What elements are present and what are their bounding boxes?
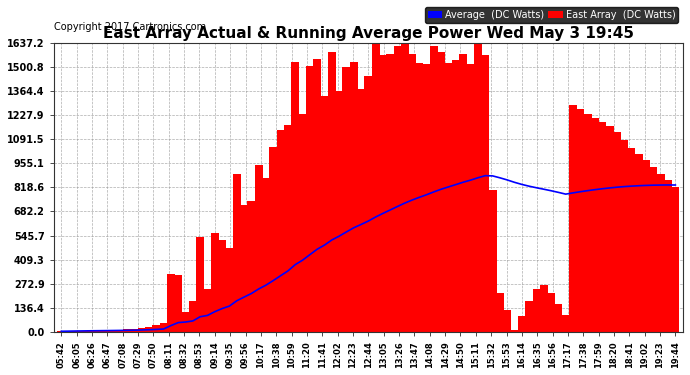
Bar [620,141,628,332]
Bar [138,328,146,332]
Bar [466,64,475,332]
Bar [584,114,591,332]
Bar [642,160,650,332]
Bar [306,66,314,332]
Bar [547,292,555,332]
Bar [196,237,204,332]
Bar [627,148,635,332]
Bar [152,326,160,332]
Bar [159,323,168,332]
Bar [540,285,548,332]
Bar [86,330,95,332]
Bar [226,248,233,332]
Bar [57,331,66,332]
Bar [65,331,72,332]
Legend: Average  (DC Watts), East Array  (DC Watts): Average (DC Watts), East Array (DC Watts… [424,7,678,22]
Bar [350,62,357,332]
Bar [649,167,658,332]
Bar [299,114,306,332]
Bar [671,187,680,332]
Bar [123,329,131,332]
Bar [240,205,248,332]
Bar [423,63,431,332]
Title: East Array Actual & Running Average Power Wed May 3 19:45: East Array Actual & Running Average Powe… [103,26,634,41]
Bar [357,89,365,332]
Bar [204,289,211,332]
Bar [342,67,351,332]
Bar [525,301,533,332]
Bar [591,118,599,332]
Bar [130,329,139,332]
Bar [372,43,380,332]
Bar [562,315,570,332]
Bar [613,132,621,332]
Bar [379,55,387,332]
Bar [408,54,416,332]
Bar [606,126,613,332]
Bar [437,52,446,332]
Bar [94,330,102,332]
Bar [657,174,664,332]
Bar [393,46,402,332]
Bar [496,293,504,332]
Bar [598,122,607,332]
Bar [415,63,424,332]
Bar [533,289,540,332]
Text: Copyright 2017 Cartronics.com: Copyright 2017 Cartronics.com [54,22,206,32]
Bar [181,312,190,332]
Bar [72,331,80,332]
Bar [145,327,153,332]
Bar [320,96,328,332]
Bar [233,174,241,332]
Bar [460,54,467,332]
Bar [328,51,336,332]
Bar [474,44,482,332]
Bar [175,275,182,332]
Bar [79,331,87,332]
Bar [116,330,124,332]
Bar [313,60,321,332]
Bar [503,310,511,332]
Bar [401,44,409,332]
Bar [277,130,284,332]
Bar [248,201,255,332]
Bar [518,316,526,332]
Bar [167,274,175,332]
Bar [211,233,219,332]
Bar [555,304,562,332]
Bar [335,91,343,332]
Bar [262,178,270,332]
Bar [386,54,394,332]
Bar [218,240,226,332]
Bar [482,55,489,332]
Bar [364,76,373,332]
Bar [291,63,299,332]
Bar [189,302,197,332]
Bar [445,63,453,332]
Bar [452,60,460,332]
Bar [664,180,672,332]
Bar [284,124,292,332]
Bar [101,330,109,332]
Bar [269,147,277,332]
Bar [255,165,263,332]
Bar [430,46,438,332]
Bar [569,105,577,332]
Bar [576,110,584,332]
Bar [489,190,497,332]
Bar [635,154,643,332]
Bar [108,330,117,332]
Bar [511,330,518,332]
